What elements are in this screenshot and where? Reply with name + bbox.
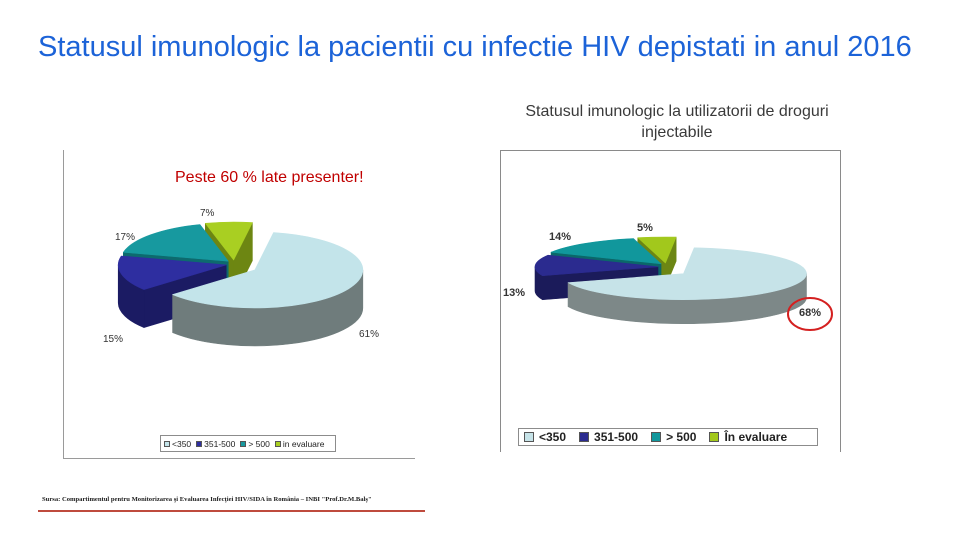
right-pie-slice-2-top [534, 254, 659, 277]
legend-label: În evaluare [724, 430, 788, 444]
legend-swatch [274, 440, 281, 447]
legend-swatch [524, 432, 534, 442]
right-pie-label-slice-3: 14% [549, 231, 572, 243]
slide-title: Statusul imunologic la pacientii cu infe… [38, 31, 912, 63]
right-pie-chart [534, 236, 807, 324]
legend-swatch [651, 432, 662, 442]
source-note: Sursa: Compartimentul pentru Monitorizar… [42, 496, 372, 503]
right-chart-frame [500, 150, 841, 452]
left-pie-chart [117, 221, 364, 347]
legend-item: in evaluare [274, 438, 325, 449]
legend-item: <350 [164, 439, 191, 449]
left-pie-slice-4-top [205, 221, 253, 261]
highlight-circle [787, 297, 833, 331]
legend-label: <350 [172, 438, 192, 449]
left-pie-slice-1-top [172, 232, 364, 309]
right-pie-label-slice-4: 5% [637, 222, 653, 234]
right-chart-legend: <350 351-500 > 500 În evaluare [518, 428, 818, 446]
legend-label: <350 [539, 430, 567, 444]
legend-label: 351-500 [594, 430, 639, 444]
left-pie-label-slice-2: 15% [103, 334, 124, 345]
left-chart-legend: <350 351-500 > 500 in evaluare [160, 435, 336, 452]
right-pie-slice-4-top [637, 236, 677, 264]
right-pie-slice-1-top [567, 247, 807, 300]
legend-label: > 500 [666, 430, 697, 444]
legend-swatch [579, 432, 590, 442]
source-underline [38, 510, 425, 512]
legend-swatch [240, 440, 247, 447]
legend-label: in evaluare [282, 438, 325, 449]
left-pie-slice-2-top [117, 255, 227, 290]
left-pie-label-slice-3: 17% [115, 232, 136, 243]
legend-item: 351-500 [579, 430, 638, 444]
right-pie-label-slice-2: 13% [503, 287, 526, 299]
legend-item: <350 [524, 430, 566, 444]
left-pie-label-slice-1: 61% [359, 329, 380, 340]
right-chart-title: Statusul imunologic la utilizatorii de d… [525, 103, 829, 141]
legend-item: > 500 [240, 439, 270, 449]
left-pie-slice-3-top [122, 224, 229, 262]
legend-label: 351-500 [204, 438, 236, 449]
left-chart-frame [63, 150, 415, 459]
legend-label: > 500 [248, 438, 270, 449]
legend-item: 351-500 [196, 439, 235, 449]
legend-swatch [709, 432, 720, 442]
late-presenter-annotation: Peste 60 % late presenter! [175, 169, 364, 186]
legend-item: În evaluare [709, 430, 787, 444]
legend-item: > 500 [651, 430, 696, 444]
right-pie-label-slice-1: 68% [799, 307, 822, 319]
right-pie-slice-3-top [550, 238, 662, 265]
legend-swatch [196, 440, 203, 447]
legend-swatch [164, 440, 170, 447]
left-pie-label-slice-4: 7% [200, 208, 215, 219]
